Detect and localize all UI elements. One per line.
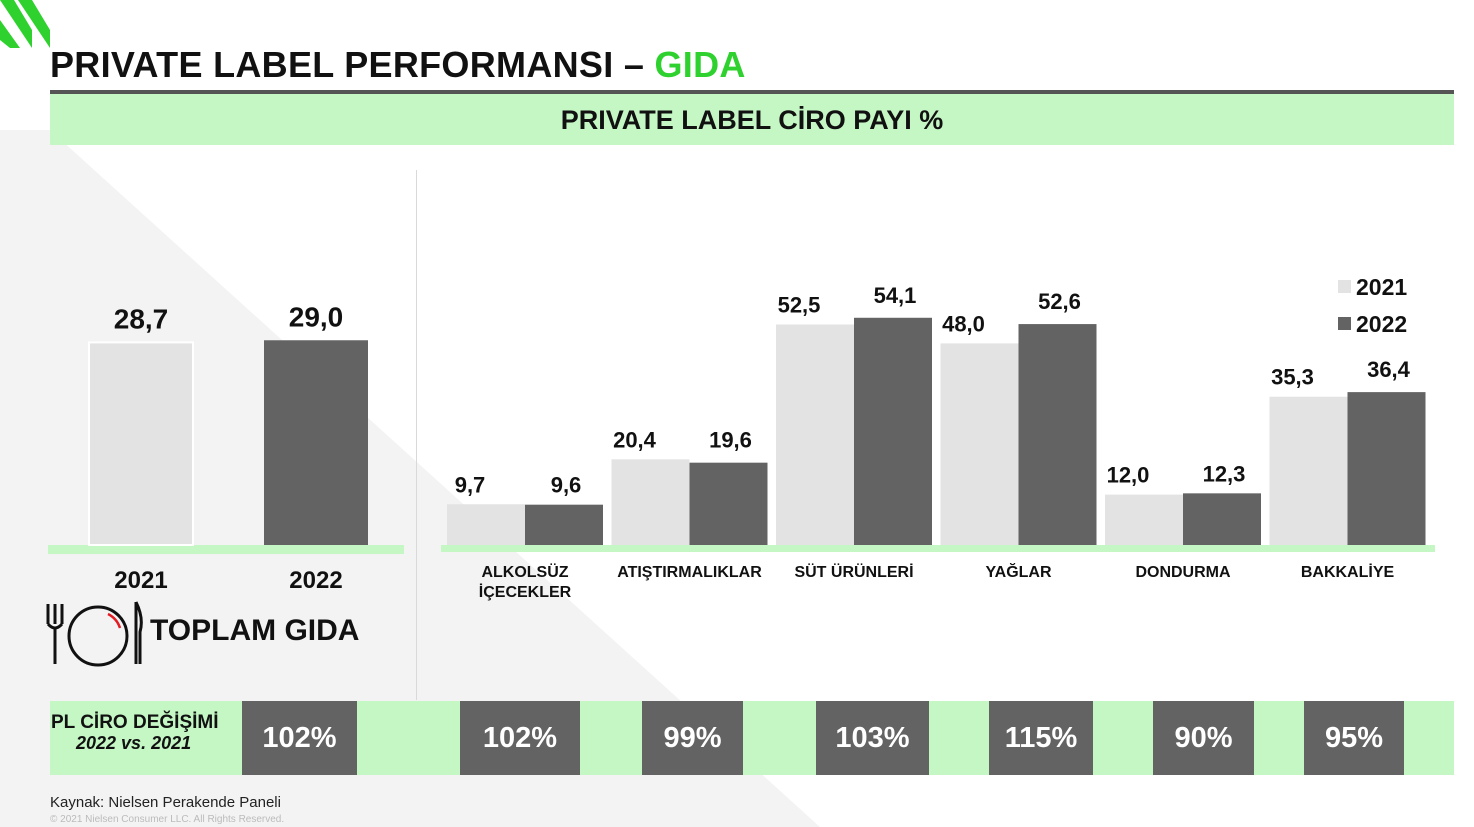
total-value-label: 28,7 (114, 303, 169, 334)
title-main: PRIVATE LABEL PERFORMANSI – (50, 44, 645, 85)
category-bar (776, 324, 854, 545)
change-value: 95% (1304, 701, 1404, 775)
category-bar (447, 504, 525, 545)
change-value: 90% (1153, 701, 1254, 775)
bar-value-label: 36,4 (1367, 357, 1411, 382)
chart-subtitle: PRIVATE LABEL CİRO PAYI % (560, 105, 944, 135)
category-bar (1347, 392, 1426, 545)
category-bar (1183, 493, 1261, 545)
bar-value-label: 52,5 (778, 293, 821, 318)
bar-value-label: 52,6 (1038, 289, 1081, 314)
category-bar (689, 462, 768, 545)
change-label-line2: 2022 vs. 2021 (76, 733, 192, 753)
bar-value-label: 54,1 (874, 283, 917, 308)
legend-swatch (1338, 317, 1351, 330)
bar-value-label: 19,6 (709, 428, 752, 453)
total-bar (88, 341, 194, 546)
category-label: BAKKALİYE (1301, 563, 1395, 581)
bar-value-label: 9,6 (551, 473, 582, 498)
category-label: İÇECEKLER (479, 583, 572, 601)
change-label: PL CİRO DEĞİŞİMİ 2022 vs. 2021 (51, 712, 241, 754)
bar-value-label: 9,7 (455, 472, 486, 497)
copyright-note: © 2021 Nielsen Consumer LLC. All Rights … (50, 814, 285, 825)
category-bar (940, 343, 1019, 545)
category-label: ATIŞTIRMALIKLAR (617, 564, 762, 581)
change-value: 102% (460, 701, 580, 775)
category-bar (1018, 324, 1097, 545)
section-divider (416, 170, 417, 700)
title-rule (50, 90, 1454, 94)
page-title: PRIVATE LABEL PERFORMANSI – GIDA (50, 44, 746, 86)
category-label: ALKOLSÜZ (481, 562, 568, 581)
total-year-label: 2021 (114, 567, 167, 594)
total-year-label: 2022 (289, 567, 342, 594)
bar-value-label: 48,0 (942, 311, 985, 336)
category-bar (611, 459, 690, 545)
category-baseline (441, 545, 1435, 552)
bar-charts: 28,7 2021 29,0 2022 9,7 9,6 ALKOLSÜZ İÇECEKLER 2… (48, 274, 1435, 601)
category-label: SÜT ÜRÜNLERİ (794, 562, 913, 581)
change-value: 99% (642, 701, 743, 775)
left-baseline (48, 545, 404, 554)
subtitle-band: PRIVATE LABEL CİRO PAYI % (50, 94, 1454, 145)
category-bar (1269, 396, 1348, 545)
legend-swatch (1338, 280, 1351, 293)
title-accent: GIDA (654, 44, 746, 85)
legend-label: 2021 (1356, 274, 1407, 300)
bar-value-label: 20,4 (613, 427, 657, 452)
change-value: 115% (989, 701, 1093, 775)
change-value: 103% (816, 701, 929, 775)
category-bar (1105, 494, 1183, 545)
change-label-line1: PL CİRO DEĞİŞİMİ (51, 712, 219, 733)
total-value-label: 29,0 (289, 301, 344, 332)
bar-value-label: 12,3 (1203, 461, 1246, 486)
bar-value-label: 12,0 (1107, 463, 1150, 488)
total-food-label: TOPLAM GIDA (150, 614, 360, 647)
category-label: DONDURMA (1135, 564, 1231, 581)
total-bar (264, 340, 368, 545)
plate-fork-knife-icon (46, 601, 143, 667)
legend-label: 2022 (1356, 311, 1407, 337)
category-bar (854, 317, 932, 545)
category-bar (525, 504, 603, 545)
change-value: 102% (242, 701, 357, 775)
brand-logo-icon (0, 0, 50, 48)
category-label: YAĞLAR (985, 562, 1052, 581)
bar-value-label: 35,3 (1271, 365, 1314, 390)
source-note: Kaynak: Nielsen Perakende Paneli (50, 794, 281, 811)
